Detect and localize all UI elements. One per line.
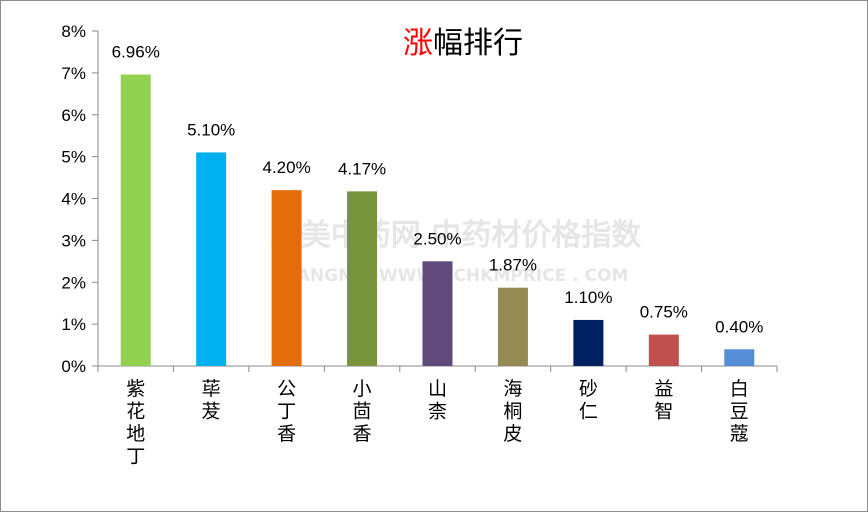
data-label: 1.10% [564,288,612,307]
chart-title: 涨幅排行 [403,26,523,61]
y-tick-label: 5% [61,148,86,167]
y-tick-label: 4% [61,190,86,209]
bar [120,74,151,367]
y-tick-label: 0% [61,357,86,376]
y-tick-label: 2% [61,273,86,292]
bar [497,287,528,366]
bar [271,190,302,366]
category-label: 山柰 [428,378,447,423]
watermark-cn: 康美中药网 中药材价格指数 [271,218,642,253]
category-label: 白豆蔻 [730,378,749,445]
data-label: 2.50% [413,229,461,248]
y-tick-label: 7% [61,64,86,83]
y-tick-label: 6% [61,106,86,125]
bar [196,152,227,366]
bar [347,191,378,366]
category-label: 荜茇 [202,378,221,423]
bar [724,349,755,366]
category-label: 益智 [654,378,673,423]
category-label: 小茴香 [353,378,372,445]
category-label: 公丁香 [277,378,296,445]
data-label: 0.75% [640,303,688,322]
data-label: 0.40% [715,317,763,336]
bar [422,261,453,366]
data-label: 5.10% [187,120,235,139]
bar [573,319,604,366]
category-label: 砂仁 [579,378,598,423]
y-tick-label: 8% [61,22,86,41]
y-tick-label: 3% [61,231,86,250]
watermark-en: KANGMEI WWW . CHKMPRICE . COM [284,266,629,286]
bar [648,334,679,366]
data-label: 4.20% [263,158,311,177]
data-label: 4.17% [338,159,386,178]
category-label: 紫花地丁 [126,378,145,468]
chart-title-rest: 幅排行 [433,26,523,61]
category-label: 海桐皮 [503,378,522,445]
chart-title-accent: 涨 [403,26,433,61]
data-label: 1.87% [489,256,537,275]
y-tick-label: 1% [61,315,86,334]
data-label: 6.96% [112,43,160,62]
